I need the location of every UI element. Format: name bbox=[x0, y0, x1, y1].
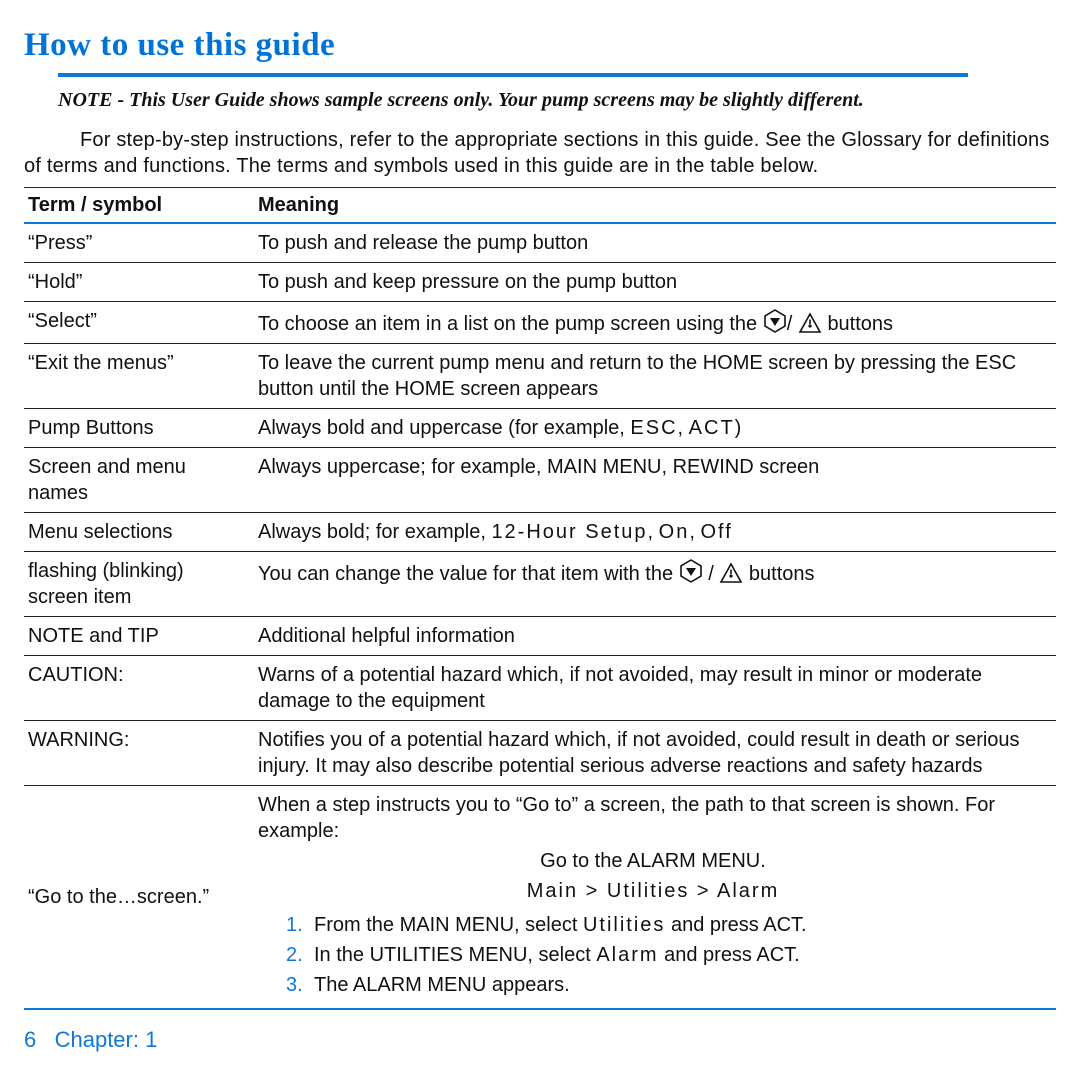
text: On bbox=[659, 521, 690, 543]
text: buttons bbox=[827, 313, 893, 335]
up-icon bbox=[798, 312, 822, 334]
header-meaning: Meaning bbox=[254, 187, 1056, 223]
header-term: Term / symbol bbox=[24, 187, 254, 223]
text: Always bold; for example, bbox=[258, 521, 491, 543]
table-row: “Go to the…screen.” When a step instruct… bbox=[24, 785, 1056, 1009]
term-cell: NOTE and TIP bbox=[24, 616, 254, 655]
text: 12-Hour Setup bbox=[491, 521, 647, 543]
table-row: “Select” To choose an item in a list on … bbox=[24, 301, 1056, 343]
term-cell: CAUTION: bbox=[24, 655, 254, 720]
meaning-cell: You can change the value for that item w… bbox=[254, 551, 1056, 616]
text: ) bbox=[735, 417, 742, 439]
down-icon bbox=[679, 558, 703, 584]
table-row: WARNING: Notifies you of a potential haz… bbox=[24, 720, 1056, 785]
note-block: NOTE - This User Guide shows sample scre… bbox=[58, 73, 968, 113]
text: To choose an item in a list on the pump … bbox=[258, 313, 763, 335]
text: and press ACT. bbox=[659, 944, 800, 966]
text: ACT bbox=[689, 417, 735, 439]
table-row: CAUTION: Warns of a potential hazard whi… bbox=[24, 655, 1056, 720]
page-title: How to use this guide bbox=[24, 24, 1056, 67]
text: Alarm bbox=[596, 944, 658, 966]
note-body: This User Guide shows sample screens onl… bbox=[124, 89, 864, 111]
text: Off bbox=[700, 521, 732, 543]
meaning-cell: When a step instructs you to “Go to” a s… bbox=[254, 785, 1056, 1009]
term-cell: “Go to the…screen.” bbox=[24, 785, 254, 1009]
table-row: Screen and menu names Always uppercase; … bbox=[24, 447, 1056, 512]
meaning-cell: To choose an item in a list on the pump … bbox=[254, 301, 1056, 343]
table-row: Menu selections Always bold; for example… bbox=[24, 512, 1056, 551]
term-cell: WARNING: bbox=[24, 720, 254, 785]
term-cell: “Hold” bbox=[24, 262, 254, 301]
term-cell: Screen and menu names bbox=[24, 447, 254, 512]
term-cell: flashing (blinking) screen item bbox=[24, 551, 254, 616]
term-cell: “Exit the menus” bbox=[24, 343, 254, 408]
table-row: NOTE and TIP Additional helpful informat… bbox=[24, 616, 1056, 655]
text: You can change the value for that item w… bbox=[258, 563, 679, 585]
term-cell: “Press” bbox=[24, 223, 254, 263]
down-icon bbox=[763, 308, 787, 334]
meaning-cell: Always uppercase; for example, MAIN MENU… bbox=[254, 447, 1056, 512]
goto-path: Main > Utilities > Alarm bbox=[258, 878, 1048, 904]
text: , bbox=[678, 417, 689, 439]
table-row: “Hold” To push and keep pressure on the … bbox=[24, 262, 1056, 301]
meaning-cell: Additional helpful information bbox=[254, 616, 1056, 655]
text: The ALARM MENU appears. bbox=[314, 974, 570, 996]
meaning-cell: To push and keep pressure on the pump bu… bbox=[254, 262, 1056, 301]
text: When a step instructs you to “Go to” a s… bbox=[258, 792, 1048, 844]
meaning-cell: Warns of a potential hazard which, if no… bbox=[254, 655, 1056, 720]
page-number: 6 bbox=[24, 1027, 36, 1052]
table-row: Pump Buttons Always bold and uppercase (… bbox=[24, 408, 1056, 447]
text: Utilities bbox=[583, 914, 665, 936]
text: In the UTILITIES MENU, select bbox=[314, 944, 596, 966]
meaning-cell: Always bold; for example, 12-Hour Setup,… bbox=[254, 512, 1056, 551]
term-cell: Menu selections bbox=[24, 512, 254, 551]
terms-table: Term / symbol Meaning “Press” To push an… bbox=[24, 187, 1056, 1010]
term-cell: “Select” bbox=[24, 301, 254, 343]
page-footer: 6 Chapter: 1 bbox=[24, 1026, 1056, 1055]
note-word: NOTE - bbox=[58, 89, 124, 111]
text: , bbox=[648, 521, 659, 543]
text: Always bold and uppercase (for example, bbox=[258, 417, 630, 439]
text: , bbox=[689, 521, 700, 543]
text: and press ACT. bbox=[665, 914, 806, 936]
goto-steps: From the MAIN MENU, select Utilities and… bbox=[258, 912, 1048, 998]
chapter-label: Chapter: 1 bbox=[55, 1027, 158, 1052]
list-item: The ALARM MENU appears. bbox=[286, 972, 1048, 998]
list-item: In the UTILITIES MENU, select Alarm and … bbox=[286, 942, 1048, 968]
meaning-cell: Notifies you of a potential hazard which… bbox=[254, 720, 1056, 785]
text: ESC bbox=[630, 417, 677, 439]
list-item: From the MAIN MENU, select Utilities and… bbox=[286, 912, 1048, 938]
table-row: “Exit the menus” To leave the current pu… bbox=[24, 343, 1056, 408]
table-header-row: Term / symbol Meaning bbox=[24, 187, 1056, 223]
goto-example-line: Go to the ALARM MENU. bbox=[258, 848, 1048, 874]
meaning-cell: To leave the current pump menu and retur… bbox=[254, 343, 1056, 408]
meaning-cell: Always bold and uppercase (for example, … bbox=[254, 408, 1056, 447]
text: buttons bbox=[749, 563, 815, 585]
up-icon bbox=[719, 562, 743, 584]
term-cell: Pump Buttons bbox=[24, 408, 254, 447]
table-row: flashing (blinking) screen item You can … bbox=[24, 551, 1056, 616]
meaning-cell: To push and release the pump button bbox=[254, 223, 1056, 263]
intro-paragraph: For step-by-step instructions, refer to … bbox=[24, 127, 1056, 179]
text: From the MAIN MENU, select bbox=[314, 914, 583, 936]
table-row: “Press” To push and release the pump but… bbox=[24, 223, 1056, 263]
